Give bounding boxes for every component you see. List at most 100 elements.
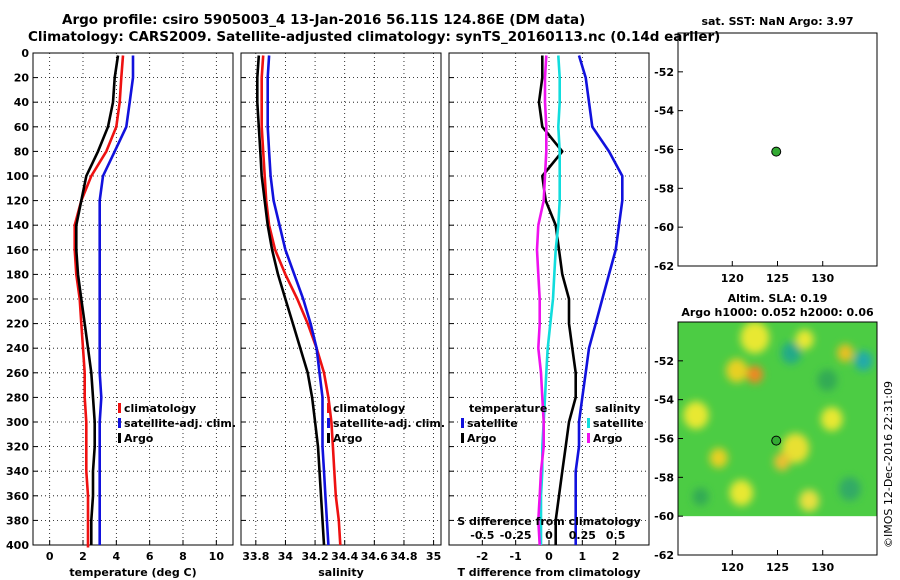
depth-tick-label: 320 [6, 441, 29, 454]
depth-tick-label: 60 [14, 121, 30, 134]
sla-blob [837, 344, 854, 363]
diff-legend-salinity-title: salinity [595, 402, 641, 415]
salinity-xtick-label: 34.6 [361, 550, 388, 563]
figure-title-line-1: Argo profile: csiro 5905003_4 13-Jan-201… [62, 12, 586, 28]
salinity-xtick-label: 34.4 [331, 550, 358, 563]
temperature-xtick-label: 2 [79, 550, 87, 563]
sla_map-xtick-label: 130 [811, 561, 834, 574]
temperature-xtick-label: 0 [46, 550, 54, 563]
difference-xtick-label: -2 [476, 550, 488, 563]
depth-tick-label: 360 [6, 490, 29, 503]
depth-tick-label: 340 [6, 465, 29, 478]
diff-legend-temperature-title: temperature [469, 402, 547, 415]
depth-tick-label: 200 [6, 293, 29, 306]
sla_map-ytick-label: -62 [654, 549, 674, 562]
diff-s-tick-label: 0.5 [606, 529, 626, 542]
diff-legend-t-satellite-label: satellite [467, 417, 518, 430]
temperature-xtick-label: 4 [113, 550, 121, 563]
depth-tick-label: 240 [6, 342, 29, 355]
sla_map-xtick-label: 120 [721, 561, 744, 574]
sst-map-title: sat. SST: NaN Argo: 3.97 [701, 15, 853, 28]
salinity-xlabel: salinity [318, 566, 364, 579]
sla-map-title-1: Altim. SLA: 0.19 [728, 292, 828, 305]
sla_map-xtick-label: 125 [766, 561, 789, 574]
salinity-series-satellite-adj.-clim. [266, 55, 330, 546]
salinity-xtick-label: 34 [278, 550, 294, 563]
salinity-xtick-label: 34.8 [390, 550, 417, 563]
depth-tick-label: 20 [14, 72, 30, 85]
sla-map-title-2: Argo h1000: 0.052 h2000: 0.06 [681, 306, 874, 319]
sla-blob [740, 322, 770, 354]
sla-blob [709, 447, 728, 468]
sla-blob [799, 489, 820, 512]
temperature-xtick-label: 10 [209, 550, 225, 563]
sla-blob [683, 401, 709, 430]
sla-blob [746, 365, 764, 384]
temperature-series-argo [75, 55, 120, 545]
temperature-axes-frame [32, 52, 234, 546]
difference-series-t-argo [537, 55, 578, 545]
diff-legend-s-argo-label: Argo [593, 432, 623, 445]
depth-tick-label: 140 [6, 219, 29, 232]
sst_map-ytick-label: -52 [654, 66, 674, 79]
diff-s-tick-label: 0.25 [569, 529, 596, 542]
diff-s-tick-label: -0.25 [500, 529, 532, 542]
depth-tick-label: 280 [6, 391, 29, 404]
diff-legend-t-satellite-swatch [461, 418, 464, 428]
sla-blob [725, 358, 748, 383]
salinity-xtick-label: 35 [426, 550, 441, 563]
salinity-xtick-label: 33.8 [242, 550, 269, 563]
sla-blob [692, 487, 709, 506]
sst_map-ytick-label: -60 [654, 221, 674, 234]
difference-xlabel: T difference from climatology [457, 566, 640, 579]
temperature-series-satellite-adj.-clim. [98, 55, 135, 545]
sst_map-ytick-label: -62 [654, 260, 674, 273]
difference-xtick-label: 2 [612, 550, 620, 563]
depth-tick-label: 260 [6, 367, 29, 380]
sla-blob [773, 452, 791, 471]
salinity-legend-satellite-swatch [327, 418, 330, 428]
salinity-legend-argo-swatch [327, 433, 330, 443]
sst_map-argo-marker [771, 146, 782, 157]
sst_map-xtick-label: 125 [766, 272, 789, 285]
depth-tick-label: 180 [6, 268, 29, 281]
temperature-xlabel: temperature (deg C) [69, 566, 196, 579]
sst_map-xtick-label: 120 [721, 272, 744, 285]
temperature-legend-satellite-swatch [118, 418, 121, 428]
depth-tick-label: 160 [6, 244, 29, 257]
sla-blob [817, 369, 838, 392]
salinity-legend-satellite-label: satellite-adj. clim. [333, 417, 445, 430]
sla-field-blobs [683, 322, 873, 512]
depth-tick-label: 40 [14, 96, 30, 109]
depth-tick-label: 120 [6, 195, 29, 208]
sst_map-ytick-label: -56 [654, 144, 674, 157]
sla_map-argo-marker [771, 435, 782, 446]
sla_map-ytick-label: -52 [654, 355, 674, 368]
temperature-series-climatology [73, 55, 125, 548]
diff-legend-s-satellite-label: satellite [593, 417, 644, 430]
sla-blob [782, 433, 810, 464]
diff-legend-t-argo-label: Argo [467, 432, 497, 445]
depth-tick-label: 400 [6, 539, 29, 552]
temperature-legend-argo-swatch [118, 433, 121, 443]
sla-blob [795, 329, 814, 350]
sla_map-ytick-label: -60 [654, 510, 674, 523]
diff-legend-t-argo-swatch [461, 433, 464, 443]
depth-tick-label: 300 [6, 416, 29, 429]
salinity-legend-climatology-label: climatology [333, 402, 405, 415]
sla-blob [729, 479, 754, 506]
salinity-axes-frame [240, 52, 442, 546]
diff-s-axis-title: S difference from climatology [457, 515, 641, 528]
diff-legend-s-argo-swatch [587, 433, 590, 443]
temperature-legend-climatology-label: climatology [124, 402, 196, 415]
depth-tick-label: 80 [14, 145, 30, 158]
sla-blob [839, 477, 861, 501]
temperature-legend-climatology-swatch [118, 403, 121, 413]
difference-xtick-label: 1 [579, 550, 587, 563]
salinity-xtick-label: 34.2 [302, 550, 329, 563]
difference-xtick-label: 0 [545, 550, 553, 563]
diff-s-tick-label: -0.5 [470, 529, 494, 542]
depth-tick-label: 380 [6, 514, 29, 527]
difference-axes-frame [448, 52, 650, 546]
